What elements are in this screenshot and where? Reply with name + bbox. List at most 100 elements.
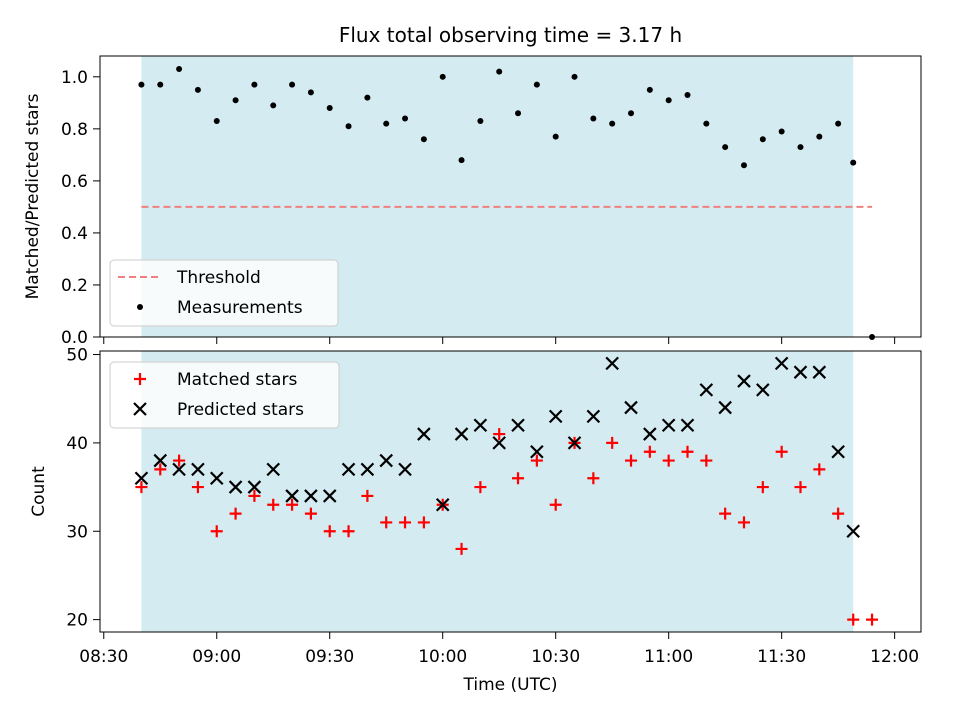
measurement-point <box>759 136 766 143</box>
top-y-tick-label: 0.6 <box>61 172 88 192</box>
predicted-star-point <box>379 453 393 468</box>
measurement-point <box>533 81 540 88</box>
measurement-point <box>420 136 427 143</box>
measurement-point <box>609 120 616 127</box>
predicted-star-point <box>737 374 751 388</box>
matched-star-point <box>794 481 807 494</box>
predicted-star-point <box>643 427 657 441</box>
measurement-point <box>816 133 823 140</box>
measurement-point <box>402 115 409 122</box>
predicted-star-point <box>360 462 375 477</box>
predicted-star-point <box>661 418 676 433</box>
matched-star-point <box>700 454 713 467</box>
bottom-y-axis-label: Count <box>29 466 49 517</box>
measurement-point <box>345 123 352 130</box>
predicted-star-point <box>209 471 224 486</box>
legend-threshold-label: Threshold <box>176 268 261 288</box>
matched-star-point <box>530 454 543 467</box>
measurement-point <box>157 81 164 88</box>
measurement-point <box>251 81 258 88</box>
measurement-point <box>778 128 785 135</box>
predicted-star-point <box>605 356 619 371</box>
predicted-star-point <box>304 489 318 503</box>
legend-predicted-label: Predicted stars <box>177 400 304 420</box>
predicted-star-point <box>417 427 431 441</box>
measurement-point <box>797 144 804 151</box>
predicted-star-point <box>454 427 469 441</box>
predicted-star-point <box>398 462 412 477</box>
x-tick-label: 10:00 <box>418 647 467 667</box>
measurement-point <box>364 94 371 101</box>
predicted-star-point <box>586 409 601 424</box>
predicted-star-point <box>831 444 845 459</box>
predicted-star-point <box>435 497 450 512</box>
measurement-point <box>439 73 446 80</box>
x-tick-label: 12:00 <box>870 647 919 667</box>
predicted-star-point <box>247 480 262 494</box>
predicted-star-point <box>266 462 281 477</box>
bottom-legend: Matched stars Predicted stars <box>109 361 340 429</box>
predicted-star-point <box>191 462 205 477</box>
predicted-star-point <box>699 383 714 397</box>
matched-star-point <box>417 516 430 529</box>
predicted-star-point <box>322 489 337 503</box>
predicted-star-point <box>812 365 827 379</box>
predicted-star-point <box>172 462 186 477</box>
measurement-point <box>270 102 277 109</box>
x-axis-label: Time (UTC) <box>463 675 558 695</box>
matched-star-point <box>399 516 412 529</box>
chart-title: Flux total observing time = 3.17 h <box>339 23 682 47</box>
top-y-tick-label: 0.4 <box>61 224 88 244</box>
measurement-point <box>515 110 522 117</box>
matched-star-point <box>210 525 223 538</box>
matched-star-point <box>229 507 242 520</box>
predicted-star-point <box>285 489 299 503</box>
matched-star-point <box>248 489 261 502</box>
matched-star-point <box>549 498 562 511</box>
matched-star-point <box>719 507 732 520</box>
measurement-point <box>646 86 653 93</box>
measurement-point <box>496 68 503 75</box>
x-tick-label: 11:30 <box>757 647 806 667</box>
x-tick-label: 09:00 <box>192 647 241 667</box>
top-axes-frame <box>99 55 922 338</box>
predicted-star-point <box>228 480 243 494</box>
matched-star-point <box>775 445 788 458</box>
top-y-tick-label: 0.2 <box>61 276 88 296</box>
top-panel: 0.0 0.2 0.4 0.6 0.8 1.0 Matched/Predicted sta… <box>23 55 922 348</box>
predicted-star-point <box>153 453 168 468</box>
predicted-star-point <box>718 400 732 415</box>
top-legend-box <box>109 259 339 327</box>
x-tick-label: 09:30 <box>305 647 354 667</box>
measurement-point <box>684 92 691 99</box>
matched-star-point <box>662 454 675 467</box>
predicted-star-point <box>473 418 488 433</box>
bottom-panel: 20 30 40 50 08:30 09:00 09:30 10:00 10:30 11:00 1… <box>29 346 922 695</box>
matched-star-point <box>323 525 336 538</box>
predicted-star-point <box>567 436 582 450</box>
bottom-y-tick-label: 50 <box>66 346 88 366</box>
measurement-point <box>458 157 465 164</box>
measurement-point <box>722 144 729 151</box>
measurement-point <box>138 81 145 88</box>
matched-star-point <box>587 472 600 485</box>
matched-star-point <box>756 481 769 494</box>
matched-star-point <box>286 498 299 511</box>
measurement-point <box>176 66 183 73</box>
measurement-point <box>213 118 220 125</box>
predicted-star-point <box>548 409 563 424</box>
measurement-point <box>232 97 239 104</box>
matched-star-point <box>813 463 826 476</box>
predicted-star-point <box>846 524 860 539</box>
x-tick-label: 08:30 <box>79 647 128 667</box>
bottom-axes-frame <box>99 350 922 633</box>
measurement-point <box>383 120 390 127</box>
top-y-tick-label: 0.0 <box>61 328 88 348</box>
measurement-point <box>850 159 857 166</box>
bottom-y-tick-label: 20 <box>66 611 88 631</box>
top-y-tick-label: 1.0 <box>61 68 88 88</box>
matched-star-point <box>832 507 845 520</box>
measurement-point <box>703 120 710 127</box>
measurement-point <box>307 89 314 96</box>
matched-star-point <box>625 454 638 467</box>
